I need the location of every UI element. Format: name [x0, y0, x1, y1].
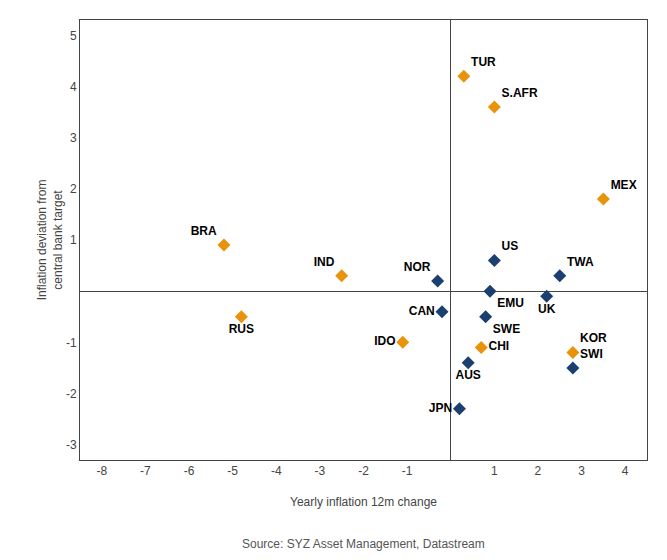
svg-text:-2: -2: [358, 464, 369, 478]
svg-text:-8: -8: [96, 464, 107, 478]
svg-text:-5: -5: [227, 464, 238, 478]
svg-text:-6: -6: [184, 464, 195, 478]
svg-text:MEX: MEX: [611, 178, 637, 192]
svg-text:SWE: SWE: [493, 322, 520, 336]
svg-text:IDO: IDO: [374, 334, 395, 348]
svg-text:UK: UK: [538, 302, 556, 316]
svg-text:RUS: RUS: [229, 322, 254, 336]
svg-text:-3: -3: [66, 438, 77, 452]
svg-text:-2: -2: [66, 387, 77, 401]
svg-text:Yearly inflation 12m change: Yearly inflation 12m change: [290, 495, 437, 509]
svg-text:NOR: NOR: [404, 260, 431, 274]
svg-text:SWI: SWI: [580, 347, 603, 361]
svg-text:-7: -7: [140, 464, 151, 478]
svg-text:2: 2: [535, 464, 542, 478]
svg-text:CHI: CHI: [489, 339, 510, 353]
svg-text:4: 4: [70, 80, 77, 94]
svg-text:Inflation deviation fromcentra: Inflation deviation fromcentral bank tar…: [35, 180, 65, 301]
svg-text:1: 1: [70, 233, 77, 247]
svg-text:US: US: [502, 239, 519, 253]
svg-text:-3: -3: [315, 464, 326, 478]
svg-text:CAN: CAN: [409, 304, 435, 318]
svg-text:KOR: KOR: [580, 331, 607, 345]
svg-text:2: 2: [70, 182, 77, 196]
svg-text:Source: SYZ Asset Management,: Source: SYZ Asset Management, Datastream: [242, 537, 485, 551]
svg-text:3: 3: [70, 131, 77, 145]
svg-text:5: 5: [70, 29, 77, 43]
svg-text:4: 4: [622, 464, 629, 478]
svg-text:JPN: JPN: [429, 401, 452, 415]
svg-text:3: 3: [578, 464, 585, 478]
svg-text:BRA: BRA: [191, 224, 217, 238]
svg-text:TUR: TUR: [471, 55, 496, 69]
svg-text:-1: -1: [66, 336, 77, 350]
svg-text:TWA: TWA: [567, 255, 594, 269]
svg-text:-4: -4: [271, 464, 282, 478]
svg-text:IND: IND: [314, 255, 335, 269]
svg-text:EMU: EMU: [497, 296, 524, 310]
svg-text:AUS: AUS: [456, 368, 481, 382]
svg-text:-1: -1: [402, 464, 413, 478]
svg-text:S.AFR: S.AFR: [502, 86, 538, 100]
svg-text:1: 1: [491, 464, 498, 478]
